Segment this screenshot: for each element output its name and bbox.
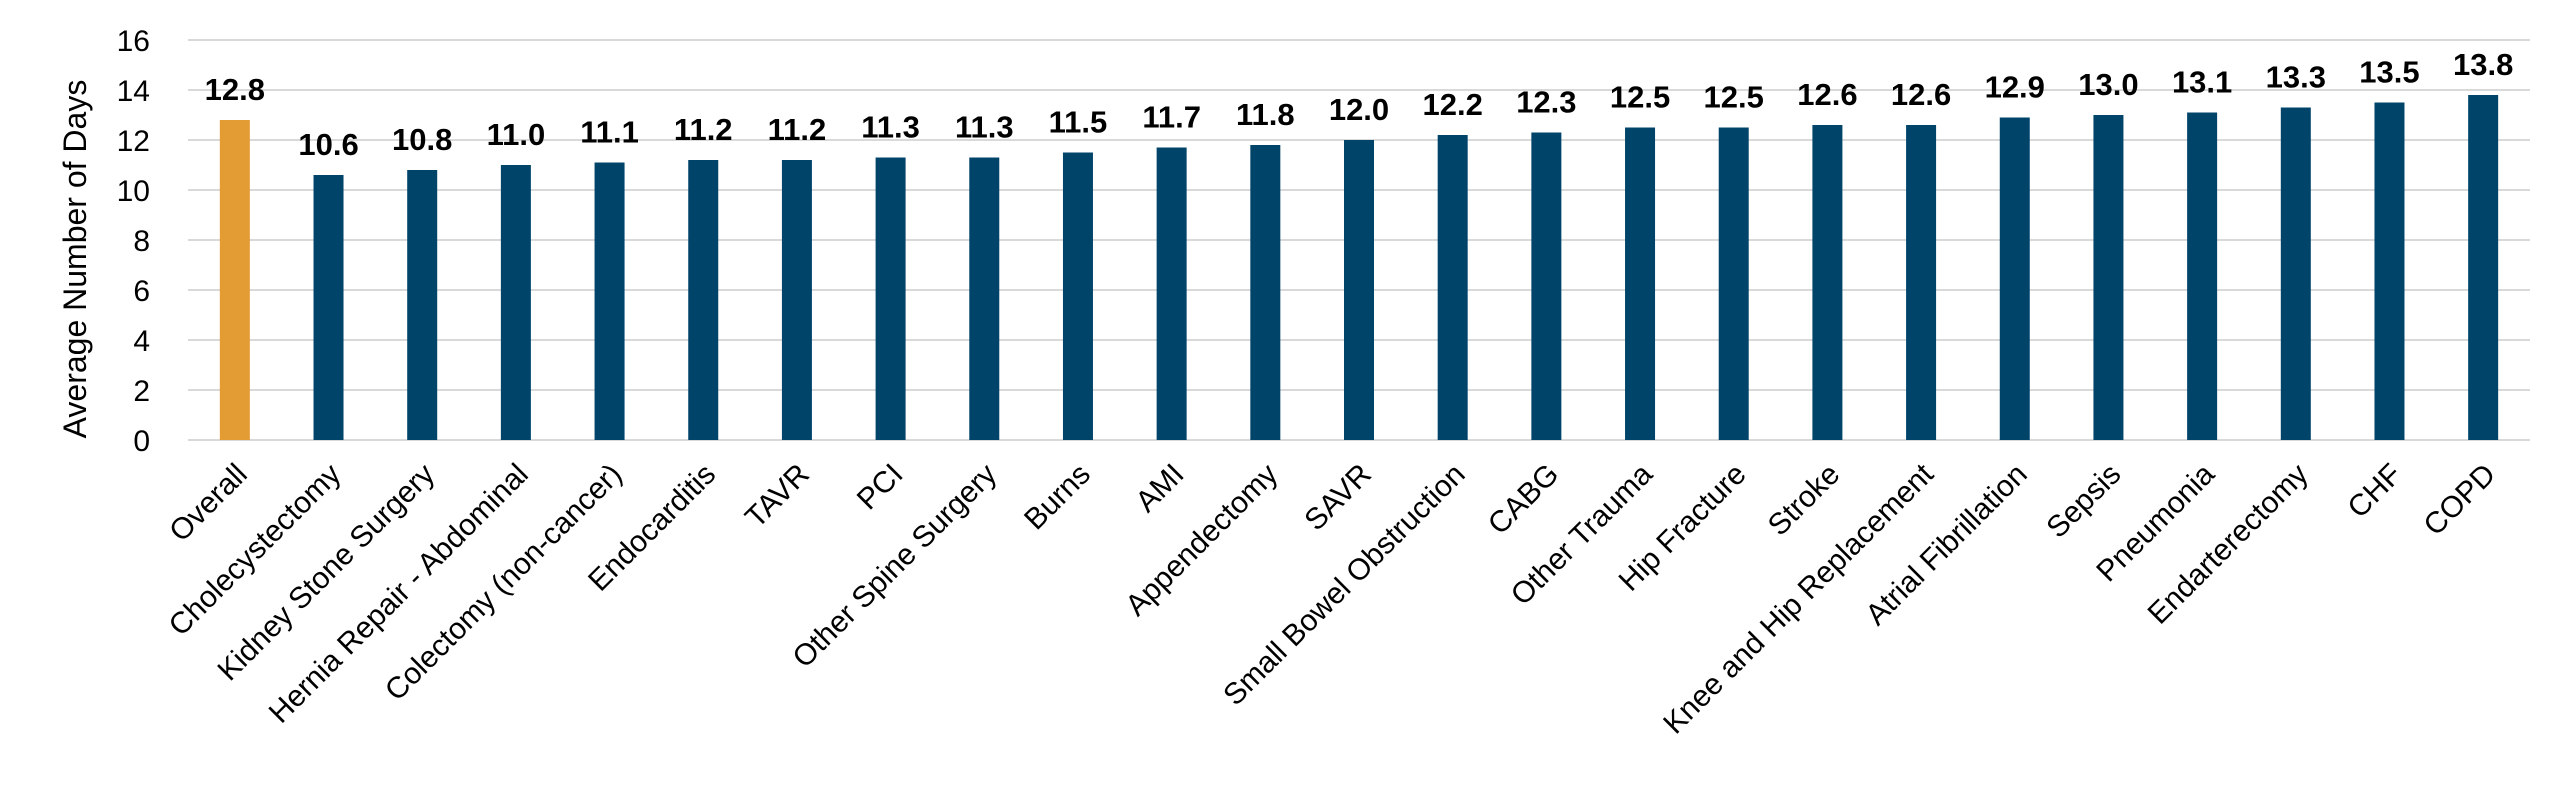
bar-12 — [1344, 140, 1374, 440]
bar-13 — [1437, 135, 1468, 440]
data-label-10: 11.7 — [1142, 100, 1201, 135]
data-label-18: 12.6 — [1891, 77, 1951, 112]
data-label-21: 13.1 — [2172, 65, 2232, 100]
x-tick-label-24: COPD — [2417, 458, 2502, 543]
bar-0 — [219, 120, 250, 440]
y-tick-label: 16 — [117, 25, 150, 58]
bar-21 — [2187, 112, 2218, 440]
y-tick-label: 10 — [117, 175, 150, 208]
bar-3 — [500, 165, 531, 440]
data-label-19: 12.9 — [1985, 70, 2045, 105]
y-tick-label: 2 — [133, 375, 150, 408]
bar-23 — [2374, 102, 2405, 440]
data-label-20: 13.0 — [2078, 67, 2138, 102]
data-label-16: 12.5 — [1704, 80, 1764, 115]
bar-16 — [1718, 127, 1749, 440]
data-label-4: 11.1 — [580, 115, 639, 150]
bar-2 — [407, 170, 438, 440]
bar-6 — [781, 160, 812, 440]
data-labels: 12.8 10.6 10.8 11.0 11.1 11.2 11.2 11.3 11.3 11.5… — [205, 47, 2514, 162]
x-tick-label-0: Overall — [163, 458, 254, 549]
bar-18 — [1906, 125, 1937, 440]
data-label-0: 12.8 — [205, 72, 265, 107]
bar-4 — [594, 162, 625, 440]
bar-24 — [2468, 95, 2499, 440]
bar-11 — [1250, 145, 1281, 440]
bar-22 — [2280, 107, 2311, 440]
data-label-9: 11.5 — [1049, 105, 1108, 140]
bar-14 — [1531, 132, 1562, 440]
data-label-1: 10.6 — [298, 127, 358, 162]
x-tick-label-1: Cholecystectomy — [163, 458, 348, 643]
data-label-3: 11.0 — [487, 117, 546, 152]
bar-15 — [1625, 127, 1656, 440]
y-tick-label: 12 — [117, 125, 150, 158]
x-tick-label-12: SAVR — [1298, 458, 1378, 538]
bar-9 — [1062, 152, 1093, 440]
x-tick-label-7: PCI — [851, 458, 910, 517]
y-tick-label: 4 — [133, 325, 150, 358]
x-tick-label-19: Atrial Fibrillation — [1859, 458, 2033, 632]
bar-1 — [313, 175, 344, 440]
y-tick-label: 6 — [133, 275, 150, 308]
y-tick-label: 0 — [133, 425, 150, 458]
bar-10 — [1156, 147, 1187, 440]
data-label-14: 12.3 — [1516, 85, 1576, 120]
bar-7 — [875, 157, 906, 440]
data-label-7: 11.3 — [861, 110, 920, 145]
y-tick-label: 8 — [133, 225, 150, 258]
data-label-17: 12.6 — [1797, 77, 1857, 112]
data-label-8: 11.3 — [955, 110, 1014, 145]
bar-17 — [1812, 125, 1843, 440]
x-tick-label-23: CHF — [2341, 458, 2408, 525]
data-label-24: 13.8 — [2453, 47, 2513, 82]
bar-19 — [1999, 117, 2030, 440]
bars — [219, 95, 2499, 440]
data-label-5: 11.2 — [674, 112, 733, 147]
x-tick-label-20: Sepsis — [2040, 458, 2127, 545]
y-axis-ticks: 0 2 4 6 8 10 12 14 16 — [117, 25, 150, 458]
data-label-23: 13.5 — [2359, 55, 2419, 90]
y-tick-label: 14 — [117, 75, 150, 108]
data-label-12: 12.0 — [1329, 92, 1389, 127]
x-tick-label-10: AMI — [1130, 458, 1191, 519]
y-axis-title: Average Number of Days — [57, 80, 93, 439]
x-tick-label-14: CABG — [1482, 458, 1565, 541]
data-label-22: 13.3 — [2266, 60, 2326, 95]
data-label-15: 12.5 — [1610, 80, 1670, 115]
data-label-11: 11.8 — [1236, 97, 1295, 132]
x-tick-label-9: Burns — [1018, 458, 1097, 537]
bar-8 — [969, 157, 1000, 440]
x-tick-label-22: Endarterectomy — [2142, 458, 2315, 631]
data-label-13: 12.2 — [1423, 87, 1483, 122]
data-label-2: 10.8 — [392, 122, 452, 157]
bar-5 — [688, 160, 719, 440]
x-tick-label-17: Stroke — [1762, 458, 1847, 543]
data-label-6: 11.2 — [768, 112, 827, 147]
bar-20 — [2093, 115, 2124, 440]
x-tick-label-6: TAVR — [739, 458, 816, 535]
